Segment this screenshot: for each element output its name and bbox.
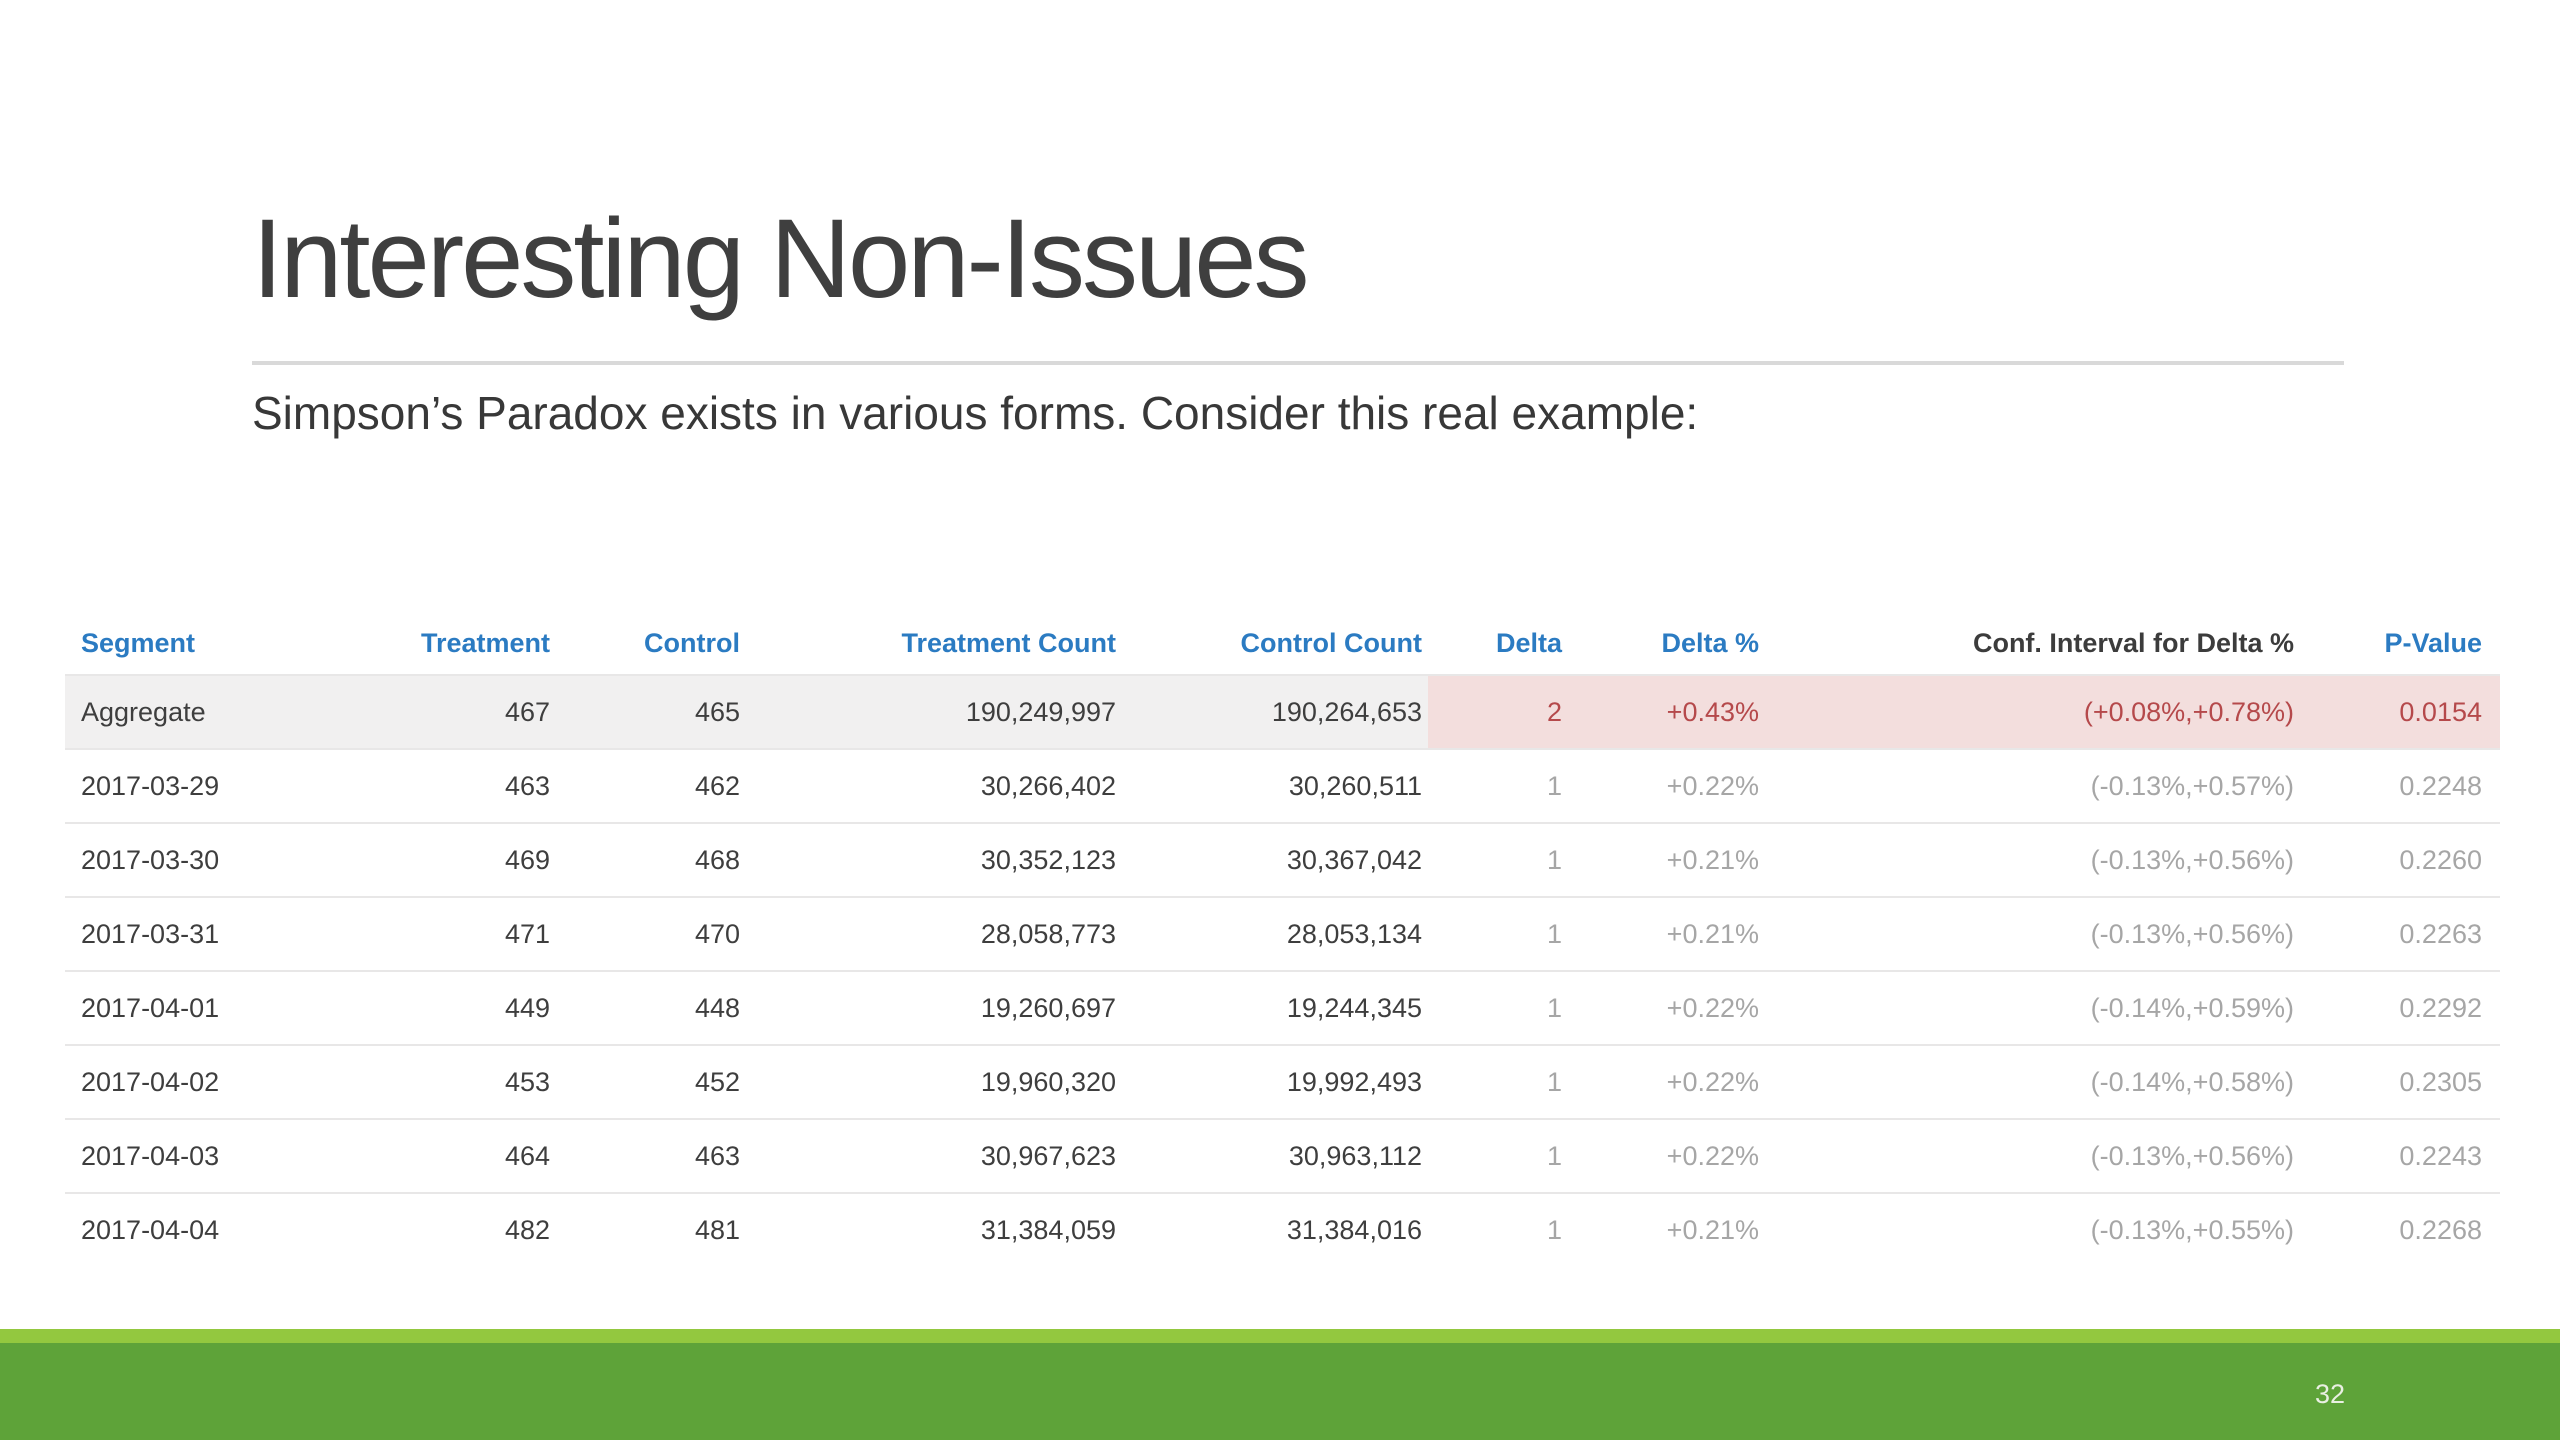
cell-conf-interval: (-0.13%,+0.56%) [2090,844,2294,875]
cell-control-count: 31,384,016 [1286,1214,1422,1245]
cell-delta: 1 [1546,1214,1562,1245]
cell-p-value: 0.0154 [2300,675,2500,749]
cell-treatment-count: 31,384,059 [980,1214,1116,1245]
slide-title: Interesting Non-Issues [252,196,1310,321]
cell-control-count: 190,264,653 [1122,675,1428,749]
cell-delta-pct: +0.22% [1666,992,1759,1023]
table-row: 2017-03-31 471 470 28,058,773 28,053,134… [65,897,2500,971]
column-header-delta: Delta [1495,628,1562,658]
cell-delta-pct: +0.21% [1666,918,1759,949]
cell-delta: 1 [1546,770,1562,801]
cell-control-count: 30,963,112 [1288,1140,1422,1171]
cell-delta-pct: +0.21% [1666,844,1759,875]
cell-segment: 2017-04-03 [81,1140,220,1171]
page-number: 32 [2314,1379,2346,1409]
cell-p-value: 0.2248 [2399,770,2482,801]
cell-conf-interval: (-0.13%,+0.57%) [2090,770,2294,801]
experiment-results-table: Segment Treatment Control Treatment Coun… [65,617,2500,1266]
cell-delta: 1 [1546,1140,1562,1171]
cell-treatment-count: 190,249,997 [746,675,1122,749]
table-row: 2017-04-02 453 452 19,960,320 19,992,493… [65,1045,2500,1119]
cell-control: 452 [694,1066,740,1097]
cell-treatment-count: 30,352,123 [980,844,1116,875]
cell-conf-interval: (+0.08%,+0.78%) [1765,675,2300,749]
cell-p-value: 0.2263 [2399,918,2482,949]
cell-segment: 2017-04-04 [81,1214,220,1245]
cell-treatment-count: 19,260,697 [980,992,1116,1023]
cell-delta-pct: +0.22% [1666,770,1759,801]
cell-treatment-count: 28,058,773 [980,918,1116,949]
cell-treatment-count: 30,266,402 [980,770,1116,801]
cell-segment: 2017-03-29 [81,770,220,801]
cell-control: 470 [694,918,740,949]
cell-delta: 1 [1546,1066,1562,1097]
column-header-treatment: Treatment [420,628,550,658]
cell-control: 462 [694,770,740,801]
cell-control: 468 [694,844,740,875]
column-header-control-count: Control Count [1240,628,1422,658]
cell-p-value: 0.2305 [2399,1066,2482,1097]
cell-delta-pct: +0.21% [1666,1214,1759,1245]
cell-conf-interval: (-0.13%,+0.55%) [2090,1214,2294,1245]
table-row: 2017-04-04 482 481 31,384,059 31,384,016… [65,1193,2500,1266]
table-header-row: Segment Treatment Control Treatment Coun… [65,617,2500,675]
cell-control-count: 19,992,493 [1286,1066,1422,1097]
table-row-aggregate: Aggregate 467 465 190,249,997 190,264,65… [65,675,2500,749]
cell-segment: 2017-04-02 [81,1066,220,1097]
cell-control: 465 [556,675,746,749]
cell-delta: 1 [1546,918,1562,949]
cell-control-count: 30,367,042 [1286,844,1422,875]
cell-control: 463 [694,1140,740,1171]
cell-segment: 2017-04-01 [81,992,220,1023]
column-header-conf-interval: Conf. Interval for Delta % [1972,628,2294,658]
cell-delta: 2 [1428,675,1568,749]
table-row: 2017-03-30 469 468 30,352,123 30,367,042… [65,823,2500,897]
cell-control-count: 30,260,511 [1288,770,1422,801]
title-divider [252,361,2344,365]
cell-control: 481 [694,1214,740,1245]
cell-treatment: 471 [504,918,550,949]
cell-delta-pct: +0.22% [1666,1066,1759,1097]
column-header-treatment-count: Treatment Count [901,628,1116,658]
cell-p-value: 0.2260 [2399,844,2482,875]
cell-p-value: 0.2292 [2399,992,2482,1023]
footer-bar: 32 [0,1343,2560,1440]
column-header-delta-pct: Delta % [1661,628,1759,658]
slide-subtitle: Simpson’s Paradox exists in various form… [252,387,1699,439]
cell-conf-interval: (-0.14%,+0.58%) [2090,1066,2294,1097]
cell-segment: 2017-03-30 [81,844,220,875]
cell-p-value: 0.2243 [2399,1140,2482,1171]
cell-delta-pct: +0.22% [1666,1140,1759,1171]
cell-treatment: 463 [504,770,550,801]
table-row: 2017-04-03 464 463 30,967,623 30,963,112… [65,1119,2500,1193]
cell-treatment: 453 [504,1066,550,1097]
cell-segment: 2017-03-31 [81,918,220,949]
column-header-control: Control [644,628,740,658]
cell-treatment-count: 19,960,320 [980,1066,1116,1097]
cell-delta-pct: +0.43% [1568,675,1765,749]
cell-treatment: 469 [504,844,550,875]
cell-conf-interval: (-0.13%,+0.56%) [2090,1140,2294,1171]
cell-conf-interval: (-0.13%,+0.56%) [2090,918,2294,949]
cell-p-value: 0.2268 [2399,1214,2482,1245]
cell-delta: 1 [1546,992,1562,1023]
column-header-p-value: P-Value [2384,628,2482,658]
cell-control-count: 28,053,134 [1286,918,1422,949]
cell-treatment: 482 [504,1214,550,1245]
cell-treatment-count: 30,967,623 [980,1140,1116,1171]
cell-conf-interval: (-0.14%,+0.59%) [2090,992,2294,1023]
cell-control-count: 19,244,345 [1286,992,1422,1023]
column-header-segment: Segment [81,628,196,658]
cell-treatment: 464 [504,1140,550,1171]
cell-treatment: 467 [409,675,556,749]
cell-treatment: 449 [504,992,550,1023]
cell-delta: 1 [1546,844,1562,875]
footer-accent-stripe [0,1329,2560,1343]
cell-control: 448 [694,992,740,1023]
cell-segment: Aggregate [65,675,409,749]
table-row: 2017-04-01 449 448 19,260,697 19,244,345… [65,971,2500,1045]
table-row: 2017-03-29 463 462 30,266,402 30,260,511… [65,749,2500,823]
